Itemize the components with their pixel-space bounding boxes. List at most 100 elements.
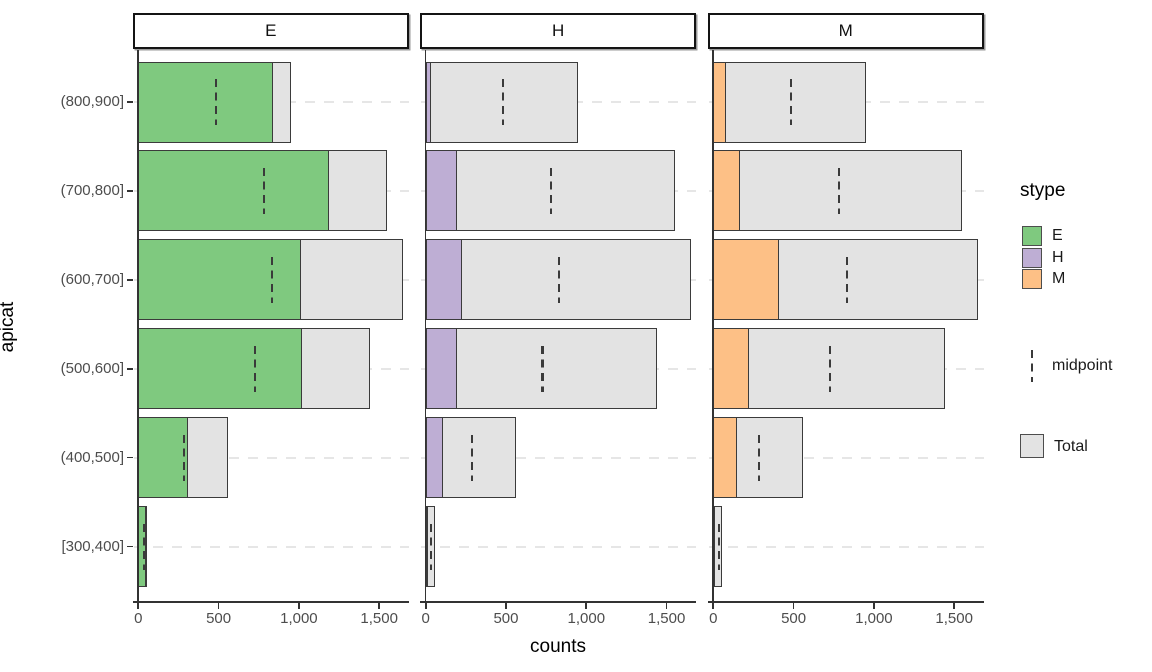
panel-y-axis-line <box>712 50 715 601</box>
facet-strip-H: H <box>420 13 696 49</box>
stype-bar-M <box>713 150 740 232</box>
midpoint-line <box>828 345 832 392</box>
stype-bar-E <box>138 150 330 232</box>
legend-label-H: H <box>1052 248 1064 266</box>
total-key-icon <box>1020 434 1044 458</box>
stype-bar-E <box>138 61 274 143</box>
x-tick-label: 500 <box>206 610 232 627</box>
midpoint-line <box>214 79 217 125</box>
panel-E: 0 500 1,000 1,500 <box>133 50 409 627</box>
midpoint-line <box>253 345 257 392</box>
stype-bar-H <box>425 417 443 499</box>
x-axis-title: counts <box>530 636 586 657</box>
panel-x-axis-line <box>420 601 696 603</box>
y-axis-title: apicat <box>0 301 18 353</box>
panel-M: 0 500 1,000 1,500 <box>708 50 984 627</box>
midpoint-line <box>541 345 544 392</box>
y-tick-label: (400,500] <box>60 448 124 466</box>
x-tick-label: 1,500 <box>935 610 973 627</box>
legend-label-midpoint: midpoint <box>1052 357 1113 374</box>
midpoint-line <box>262 167 265 214</box>
facet-strip-label-M: M <box>838 21 853 40</box>
y-tick <box>127 545 133 548</box>
midpoint-line <box>270 256 273 303</box>
x-tick-label: 1,000 <box>567 610 606 627</box>
x-tick <box>665 602 668 609</box>
panel-H: 0 500 1,000 1,500 <box>420 50 696 627</box>
midpoint-line <box>837 167 840 214</box>
stype-bar-H <box>425 239 462 321</box>
midpoint-line <box>789 79 792 125</box>
gridline <box>421 545 696 548</box>
legend-key-H <box>1022 247 1042 268</box>
facet-strip-M: M <box>708 13 984 49</box>
x-tick-label: 0 <box>709 610 718 627</box>
legend-key-E <box>1022 226 1042 246</box>
facet-strip-E: E <box>133 13 409 49</box>
x-tick <box>505 602 507 609</box>
x-tick-label: 1,500 <box>360 610 398 627</box>
y-tick <box>127 278 133 281</box>
y-tick-label: (600,700] <box>60 270 124 288</box>
midpoint-line <box>501 79 505 125</box>
stype-bar-E <box>138 328 303 410</box>
stype-bar-H <box>425 328 457 410</box>
x-tick <box>298 602 300 609</box>
y-tick-label: (700,800] <box>60 181 124 199</box>
facet-strip-label-E: E <box>265 21 277 40</box>
legend-label-total: Total <box>1054 438 1088 455</box>
stype-bar-E <box>138 239 301 321</box>
x-tick <box>424 602 427 609</box>
stype-bar-M <box>713 61 727 143</box>
x-tick-label: 500 <box>781 610 807 627</box>
midpoint-line <box>430 523 433 570</box>
legend-label-E: E <box>1052 227 1063 244</box>
gridline <box>421 456 696 459</box>
y-tick-label: [300,400] <box>61 537 124 555</box>
x-tick-label: 1,000 <box>855 610 893 627</box>
midpoint-line <box>550 167 553 214</box>
stype-bar-M <box>713 239 780 321</box>
midpoint-line <box>470 434 473 481</box>
midpoint-line <box>183 434 186 481</box>
x-tick <box>378 602 381 609</box>
legend-title: stype <box>1020 180 1066 201</box>
midpoint-line <box>758 434 761 481</box>
x-tick-label: 1,500 <box>647 610 686 627</box>
stype-bar-M <box>713 328 750 410</box>
legend-label-M: M <box>1052 270 1066 288</box>
y-tick-label: (500,600] <box>60 359 124 377</box>
midpoint-line <box>142 523 145 570</box>
x-tick <box>792 602 795 609</box>
stype-bar-E <box>138 417 189 499</box>
midpoint-key-icon <box>1031 350 1034 382</box>
x-tick-label: 0 <box>134 610 143 627</box>
panel-x-axis-line <box>708 601 984 603</box>
gridline <box>134 456 409 459</box>
panel-y-axis-line <box>424 50 427 601</box>
gridline <box>709 545 984 548</box>
y-tick <box>127 190 133 192</box>
stype-bar-H <box>425 150 457 232</box>
midpoint-line <box>845 256 848 303</box>
x-tick-label: 1,000 <box>280 610 318 627</box>
x-tick <box>217 602 220 609</box>
gridline <box>134 545 409 548</box>
x-tick-label: 0 <box>421 610 430 627</box>
x-tick <box>712 602 715 609</box>
midpoint-line <box>558 256 561 303</box>
x-tick-label: 500 <box>493 610 519 627</box>
x-tick <box>873 602 875 609</box>
x-tick <box>137 602 140 609</box>
y-tick <box>127 367 133 370</box>
legend-key-M <box>1022 269 1042 290</box>
stype-bar-M <box>713 417 737 499</box>
panel-y-axis-line <box>137 50 140 601</box>
y-tick-label: (800,900] <box>60 93 124 110</box>
midpoint-line <box>717 523 720 570</box>
gridline <box>709 456 984 459</box>
y-tick <box>127 101 133 103</box>
x-tick <box>953 602 956 609</box>
facet-strip-label-H: H <box>552 21 565 40</box>
